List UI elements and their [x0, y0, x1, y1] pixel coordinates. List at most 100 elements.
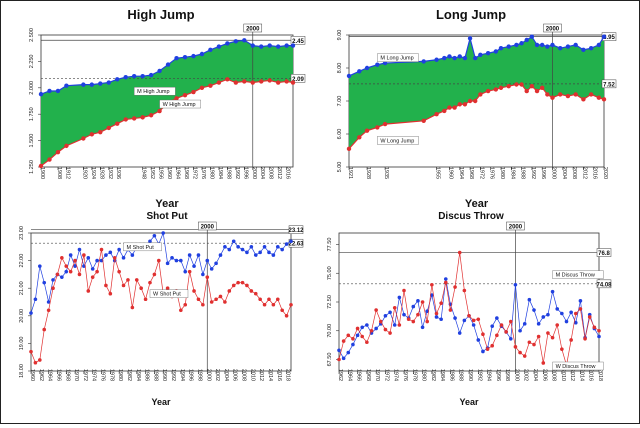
series-callout-label: W Long Jump — [380, 138, 414, 144]
series-callout-box — [123, 242, 162, 252]
data-point-women — [233, 80, 239, 85]
data-point-women — [64, 264, 69, 268]
data-point-women — [98, 129, 103, 135]
data-point-men — [187, 253, 192, 257]
data-point-men — [47, 88, 52, 94]
x-tick-label: 1960 — [166, 167, 172, 179]
x-tick-label: 2000 — [205, 369, 211, 381]
reference-label-box — [290, 74, 306, 83]
x-tick-label: 2008 — [551, 369, 557, 381]
y-tick-label: 7.00 — [337, 96, 343, 107]
data-point-women — [290, 80, 296, 85]
x-tick-label: 2018 — [597, 369, 603, 381]
data-point-men — [506, 44, 511, 49]
data-point-women — [434, 311, 439, 316]
data-point-women — [425, 319, 430, 324]
data-point-men — [205, 258, 210, 263]
x-tick-label: 1935 — [383, 167, 389, 179]
x-tick-label: 1924 — [90, 167, 96, 179]
x-tick-label: 1998 — [196, 369, 202, 381]
x-axis-label: Year — [459, 397, 479, 407]
data-point-men — [179, 258, 183, 263]
plot-area — [338, 232, 600, 372]
data-point-men — [467, 36, 473, 41]
data-point-women — [289, 302, 293, 307]
data-point-women — [183, 302, 188, 307]
reference-label: 2.09 — [292, 77, 304, 83]
x-tick-label: 1976 — [402, 369, 408, 381]
data-point-women — [402, 288, 406, 293]
data-point-women — [218, 294, 223, 299]
data-point-women — [46, 308, 51, 313]
x-tick-label: 1972 — [191, 167, 197, 179]
x-tick-label: 1996 — [242, 167, 248, 179]
data-point-women — [223, 300, 227, 304]
data-point-men — [447, 54, 452, 59]
data-point-women — [258, 297, 262, 302]
x-tick-label: 2016 — [285, 167, 291, 179]
data-point-men — [262, 245, 267, 249]
data-point-women — [201, 302, 205, 307]
data-point-women — [545, 92, 550, 97]
y-tick-label: 2.000 — [29, 81, 35, 95]
reference-label: 2.45 — [292, 39, 304, 45]
x-tick-label: 1976 — [489, 167, 495, 179]
data-point-women — [421, 118, 426, 124]
data-point-women — [216, 80, 222, 85]
data-point-women — [364, 128, 370, 133]
x-tick-label: 1988 — [152, 369, 158, 381]
data-point-men — [341, 356, 346, 361]
x-tick-label: 1982 — [126, 369, 132, 381]
data-point-women — [214, 297, 218, 302]
chart-title: Discus Throw — [438, 211, 504, 222]
data-point-men — [245, 250, 249, 255]
data-point-men — [346, 350, 351, 355]
x-axis-label: Year — [465, 198, 489, 210]
x-tick-label: 1976 — [100, 369, 106, 381]
data-point-men — [290, 43, 296, 48]
data-point-men — [174, 258, 179, 263]
chart-title: High Jump — [127, 7, 194, 22]
data-point-men — [514, 42, 519, 48]
data-point-women — [115, 121, 120, 126]
data-point-men — [199, 51, 205, 57]
data-point-men — [439, 317, 443, 322]
data-point-women — [174, 96, 179, 101]
data-point-men — [457, 331, 462, 335]
data-point-men — [573, 320, 578, 325]
x-tick-label: 2016 — [276, 369, 282, 381]
data-point-women — [165, 286, 170, 291]
reference-label-box — [288, 238, 304, 248]
series-line-men — [348, 35, 605, 77]
y-tick-label: 18.00 — [19, 364, 25, 378]
data-point-men — [64, 269, 69, 274]
data-point-men — [588, 46, 594, 51]
gap-area — [349, 36, 604, 149]
data-point-men — [392, 323, 397, 327]
data-point-women — [420, 300, 425, 304]
data-point-men — [165, 261, 170, 266]
data-point-women — [346, 146, 352, 152]
data-point-women — [112, 256, 117, 260]
y-tick-label: 23.00 — [19, 226, 25, 240]
x-tick-label: 1968 — [64, 369, 70, 381]
data-point-men — [524, 37, 529, 43]
data-point-women — [498, 85, 504, 91]
reference-label-box — [290, 36, 306, 45]
data-point-women — [99, 247, 104, 252]
x-tick-label: 1978 — [411, 369, 417, 381]
series-line-women — [30, 249, 292, 364]
data-point-women — [139, 286, 143, 291]
data-point-women — [131, 116, 137, 121]
data-point-women — [536, 334, 541, 339]
data-point-men — [271, 253, 276, 257]
year-marker-box — [543, 23, 562, 33]
data-point-men — [253, 253, 258, 257]
series-line-women — [338, 252, 600, 366]
data-point-men — [360, 325, 365, 330]
x-tick-label: 1968 — [183, 167, 189, 179]
x-tick-label: 1964 — [346, 369, 352, 381]
x-tick-label: 1984 — [439, 369, 445, 381]
data-point-women — [532, 342, 536, 347]
data-point-women — [478, 92, 483, 97]
